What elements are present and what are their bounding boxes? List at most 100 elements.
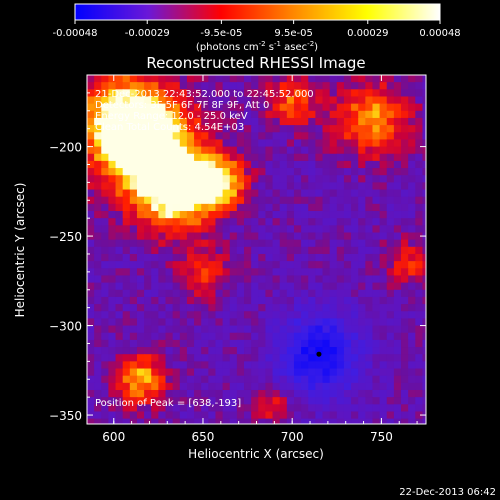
heatmap-cell [115, 318, 124, 327]
heatmap-cell [293, 75, 302, 83]
heatmap-cell [301, 89, 309, 98]
heatmap-cell [122, 175, 131, 183]
heatmap-cell [251, 146, 259, 155]
heatmap-cell [358, 125, 366, 133]
heatmap-cell [322, 261, 331, 269]
heatmap-cell [215, 339, 224, 348]
heatmap-cell [372, 168, 381, 176]
y-tick-label: −350 [49, 409, 82, 423]
heatmap-cell [136, 354, 145, 362]
heatmap-cell [301, 354, 309, 362]
heatmap-cell [236, 232, 245, 241]
heatmap-cell [208, 132, 217, 141]
heatmap-cell [329, 404, 338, 413]
heatmap-cell [194, 325, 202, 334]
heatmap-cell [365, 382, 374, 391]
heatmap-cell [379, 189, 388, 198]
heatmap-cell [272, 325, 281, 334]
heatmap-cell [393, 182, 402, 191]
heatmap-cell [379, 347, 388, 355]
heatmap-cell [244, 261, 252, 269]
heatmap-cell [329, 75, 338, 83]
heatmap-cell [101, 261, 110, 269]
heatmap-cell [108, 189, 117, 198]
heatmap-cell [386, 168, 395, 176]
heatmap-cell [315, 168, 324, 176]
heatmap-cell [422, 332, 426, 341]
heatmap-cell [301, 404, 309, 413]
heatmap-cell [94, 232, 102, 241]
heatmap-cell [258, 368, 267, 377]
heatmap-cell [222, 211, 231, 219]
heatmap-cell [386, 117, 395, 126]
heatmap-cell [122, 375, 131, 384]
heatmap-cell [329, 375, 338, 384]
heatmap-cell [151, 289, 159, 298]
heatmap-cell [122, 239, 131, 248]
heatmap-cell [144, 182, 152, 191]
heatmap-cell [144, 318, 152, 327]
heatmap-cell [322, 246, 331, 255]
heatmap-cell [301, 368, 309, 377]
heatmap-cell [293, 246, 302, 255]
heatmap-cell [165, 339, 174, 348]
heatmap-cell [329, 160, 338, 169]
heatmap-cell [358, 225, 366, 234]
heatmap-cell [172, 175, 181, 183]
heatmap-cell [422, 282, 426, 291]
heatmap-cell [244, 318, 252, 327]
heatmap-cell [351, 404, 359, 413]
heatmap-cell [108, 103, 117, 112]
heatmap-cell [215, 117, 224, 126]
heatmap-cell [229, 139, 238, 148]
heatmap-cell [94, 132, 102, 141]
heatmap-cell [322, 325, 331, 334]
heatmap-cell [101, 168, 110, 176]
heatmap-cell [379, 125, 388, 133]
heatmap-cell [272, 411, 281, 420]
heatmap-cell [293, 325, 302, 334]
heatmap-cell [272, 354, 281, 362]
heatmap-cell [201, 296, 209, 305]
heatmap-cell [158, 318, 167, 327]
heatmap-cell [322, 361, 331, 370]
heatmap-cell [379, 339, 388, 348]
heatmap-cell [165, 296, 174, 305]
heatmap-cell [372, 375, 381, 384]
heatmap-cell [215, 325, 224, 334]
heatmap-cell [293, 175, 302, 183]
heatmap-cell [258, 189, 267, 198]
heatmap-cell [315, 282, 324, 291]
heatmap-cell [301, 318, 309, 327]
heatmap-cell [343, 354, 352, 362]
heatmap-cell [379, 275, 388, 284]
heatmap-cell [329, 211, 338, 219]
heatmap-cell [136, 117, 145, 126]
heatmap-cell [401, 289, 409, 298]
heatmap-cell [208, 125, 217, 133]
heatmap-cell [408, 261, 416, 269]
heatmap-cell [279, 211, 288, 219]
heatmap-cell [343, 189, 352, 198]
heatmap-cell [215, 318, 224, 327]
heatmap-cell [258, 311, 267, 320]
heatmap-cell [293, 389, 302, 398]
heatmap-cell [308, 253, 316, 262]
heatmap-cell [115, 354, 124, 362]
footer-timestamp: 22-Dec-2013 06:42 [399, 487, 496, 498]
heatmap-cell [122, 189, 131, 198]
heatmap-cell [215, 182, 224, 191]
heatmap-cell [94, 96, 102, 105]
heatmap-cell [393, 168, 402, 176]
heatmap-cell [315, 146, 324, 155]
heatmap-cell [129, 397, 138, 405]
heatmap-cell [272, 382, 281, 391]
heatmap-cell [408, 347, 416, 355]
heatmap-cell [208, 347, 217, 355]
heatmap-cell [236, 332, 245, 341]
heatmap-cell [165, 189, 174, 198]
heatmap-cell [108, 182, 117, 191]
heatmap-cell [293, 168, 302, 176]
heatmap-cell [393, 354, 402, 362]
heatmap-cell [172, 261, 181, 269]
